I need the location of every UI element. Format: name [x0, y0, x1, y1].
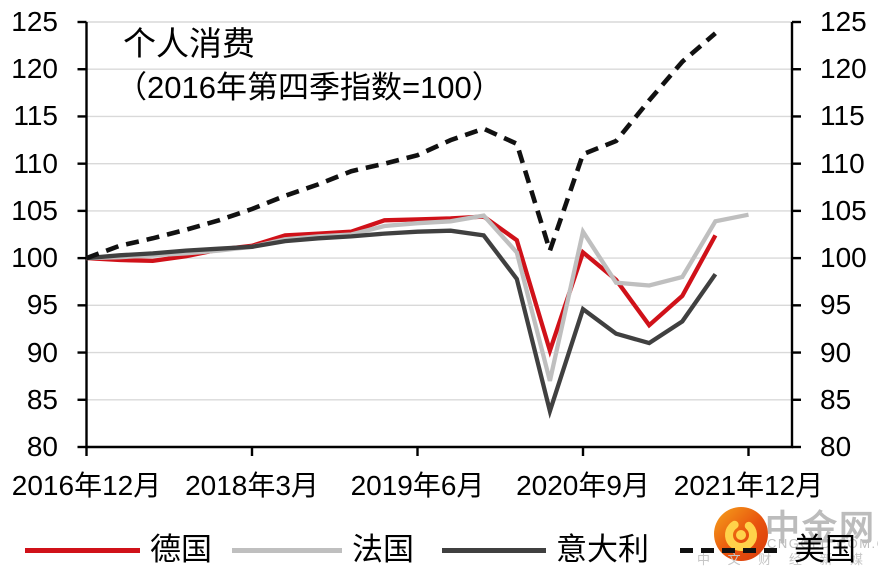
y-axis-label-left-115: 115	[13, 100, 58, 132]
y-axis-label-right-85: 85	[820, 383, 852, 415]
y-axis-label-right-90: 90	[820, 336, 852, 368]
series-line-usa	[85, 31, 717, 261]
series-line-italy	[86, 228, 718, 419]
legend-item-usa: 美国	[680, 531, 856, 569]
legend-label-germany: 德国	[150, 532, 212, 567]
chart-subtitle: （2016年第四季指数=100）	[116, 70, 503, 105]
y-axis-label-left-80: 80	[26, 431, 58, 462]
x-axis-label-2: 2019年6月	[350, 470, 485, 501]
y-axis-label-right-115: 115	[820, 100, 865, 132]
y-axis-label-right-100: 100	[820, 242, 867, 274]
legend-line-france	[232, 547, 342, 553]
y-axis-label-right-80: 80	[820, 431, 852, 462]
legend-item-italy: 意大利	[442, 531, 649, 569]
legend-item-germany: 德国	[25, 531, 212, 569]
legend-label-france: 法国	[352, 532, 414, 567]
series-line-france	[86, 212, 749, 382]
x-axis-label-4: 2021年12月	[673, 470, 824, 501]
legend-line-usa	[680, 547, 784, 553]
y-axis-label-left-95: 95	[26, 289, 58, 321]
y-axis-label-right-110: 110	[820, 147, 865, 179]
y-axis-label-left-105: 105	[11, 194, 58, 226]
y-axis-label-left-90: 90	[26, 336, 58, 368]
legend-label-usa: 美国	[794, 532, 856, 567]
y-axis-label-left-120: 120	[11, 53, 58, 85]
legend-line-italy	[442, 547, 546, 553]
y-axis-label-right-105: 105	[820, 194, 867, 226]
x-axis-label-1: 2018年3月	[185, 470, 319, 501]
y-axis-label-left-85: 85	[26, 383, 58, 415]
y-axis-label-left-110: 110	[13, 147, 58, 179]
legend-line-germany	[25, 547, 140, 553]
y-axis-label-left-100: 100	[11, 242, 58, 274]
legend-label-italy: 意大利	[556, 532, 649, 567]
y-axis-label-right-120: 120	[820, 53, 867, 85]
chart-title: 个人消费	[123, 25, 255, 62]
legend-item-france: 法国	[232, 531, 414, 569]
x-axis-label-3: 2020年9月	[516, 470, 650, 501]
y-axis-label-right-125: 125	[820, 6, 867, 37]
x-axis-label-0: 2016年12月	[11, 470, 162, 501]
y-axis-label-left-125: 125	[11, 6, 58, 37]
y-axis-label-right-95: 95	[820, 289, 852, 321]
